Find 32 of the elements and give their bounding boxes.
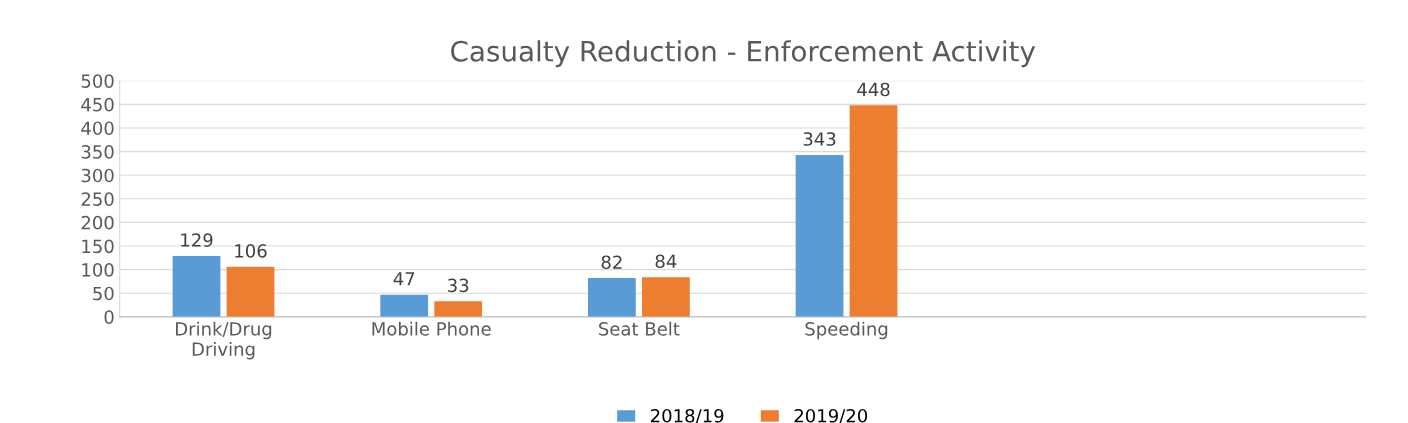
y-tick-label: 450 bbox=[81, 97, 114, 112]
y-tick-label: 350 bbox=[81, 145, 114, 159]
bar bbox=[434, 301, 483, 317]
y-tick-label: 400 bbox=[81, 121, 114, 136]
y-tick-label: 150 bbox=[82, 239, 114, 254]
chart-title: Casualty Reduction - Enforcement Activity bbox=[451, 40, 1036, 68]
bar bbox=[380, 294, 429, 317]
x-tick-label: Mobile Phone bbox=[372, 321, 491, 336]
data-label: 33 bbox=[448, 278, 469, 293]
y-tick-label: 300 bbox=[81, 168, 114, 183]
y-tick-label: 100 bbox=[82, 263, 114, 277]
bar bbox=[226, 266, 275, 317]
x-tick-label: Drink/Drug Driving bbox=[176, 321, 272, 360]
data-label: 129 bbox=[181, 233, 213, 247]
y-tick-label: 50 bbox=[93, 286, 114, 301]
y-tick-label: 200 bbox=[81, 215, 114, 230]
data-label: 84 bbox=[655, 254, 677, 269]
bar bbox=[588, 278, 636, 317]
data-label: 448 bbox=[857, 82, 890, 97]
data-label: 82 bbox=[601, 255, 622, 270]
bar bbox=[795, 154, 844, 317]
bar bbox=[642, 277, 690, 317]
y-tick-label: 0 bbox=[104, 310, 114, 324]
x-tick-label: Speeding bbox=[805, 321, 888, 340]
x-tick-label: Seat Belt bbox=[599, 321, 680, 336]
data-label: 106 bbox=[235, 244, 267, 258]
bar bbox=[849, 105, 898, 317]
data-label: 47 bbox=[393, 272, 415, 286]
y-tick-label: 500 bbox=[81, 74, 114, 88]
bar bbox=[172, 255, 221, 317]
data-label: 343 bbox=[803, 132, 836, 146]
y-tick-label: 250 bbox=[81, 192, 114, 206]
